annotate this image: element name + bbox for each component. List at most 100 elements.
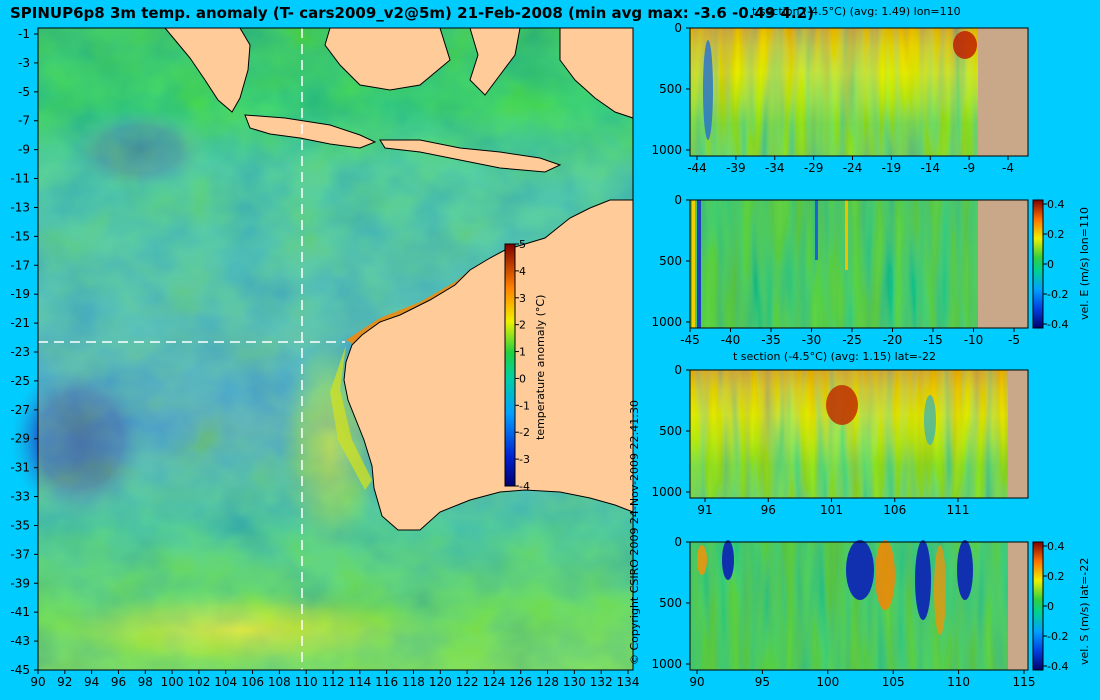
australia-landmass	[343, 199, 634, 531]
temp-cb-label: 4	[519, 265, 526, 278]
temp-cb-label: 5	[519, 238, 526, 251]
java-landmass	[244, 114, 377, 149]
map-y-tick-label: -45	[10, 663, 30, 677]
main-title: SPINUP6p8 3m temp. anomaly (T- cars2009_…	[10, 4, 814, 22]
t-section-lat-y-label: 1000	[651, 485, 682, 499]
t-section-lon-x-label: -14	[920, 161, 940, 175]
map-x-tick-label: 110	[295, 675, 318, 689]
panel-vel-e-lon: -45 -40 -35 -30 -25 -20 -15 -10 -5 0 500 1000 0.4 0.…	[651, 193, 1091, 347]
map-y-tick-label: -3	[18, 56, 30, 70]
map-y-tick-label: -37	[10, 547, 30, 561]
vel-s-lat-cb-label: -0.2	[1047, 630, 1068, 643]
temperature-anomaly-map: 90 92 94 96 98 100 102 104 106 108 110 112 114 116 118…	[10, 27, 639, 689]
map-x-tick-label: 90	[30, 675, 45, 689]
vel-e-lon-x-label: -10	[964, 333, 984, 347]
panel-title-t-section-lat: t section (-4.5°C) (avg: 1.15) lat=-22	[733, 350, 936, 363]
map-y-tick-label: -5	[18, 85, 30, 99]
coastal-warm-current	[330, 345, 372, 490]
t-section-lon-x-label: -19	[882, 161, 902, 175]
temp-cb-label: -1	[519, 399, 530, 412]
map-x-tick-label: 134	[617, 675, 640, 689]
t-section-lon-x-label: -34	[765, 161, 785, 175]
vel-e-lon-x-label: -15	[923, 333, 943, 347]
t-section-lon-y-label: 500	[659, 82, 682, 96]
t-section-lon-y-label: 0	[674, 21, 682, 35]
map-x-tick-label: 92	[57, 675, 72, 689]
map-x-tick-label: 124	[482, 675, 505, 689]
map-x-tick-label: 102	[187, 675, 210, 689]
map-y-tick-label: -39	[10, 576, 30, 590]
map-frame	[37, 27, 634, 671]
map-y-tick-label: -23	[10, 345, 30, 359]
map-y-tick-label: -1	[18, 27, 30, 41]
map-y-tick-label: -17	[10, 258, 30, 272]
vel-s-lat-x-label: 105	[882, 675, 905, 689]
map-x-tick-label: 126	[509, 675, 532, 689]
vel-s-colorbar-label: vel. S (m/s) lat=-22	[1078, 558, 1091, 665]
vel-e-lon-x-label: -45	[680, 333, 700, 347]
vel-e-lon-y-label: 500	[659, 254, 682, 268]
map-x-tick-label: 118	[402, 675, 425, 689]
map-x-tick-label: 120	[429, 675, 452, 689]
panel-t-section-lon: -44 -39 -34 -29 -24 -19 -14 -9 -4 0 500 1000	[651, 21, 1029, 175]
vel-s-lat-cb-label: 0.2	[1047, 570, 1065, 583]
t-section-lon-x-label: -39	[726, 161, 746, 175]
t-section-lon-x-label: -29	[804, 161, 824, 175]
t-section-lon-x-label: -9	[963, 161, 975, 175]
map-x-axis: 90 92 94 96 98 100 102 104 106 108 110 112 114 116 118…	[30, 670, 639, 689]
vel-e-lon-cb-label: 0.4	[1047, 198, 1065, 211]
vel-s-lat-cb-label: 0	[1047, 600, 1054, 613]
map-y-tick-label: -21	[10, 316, 30, 330]
vel-e-lon-cb-label: -0.2	[1047, 288, 1068, 301]
vel-e-lon-x-label: -5	[1008, 333, 1020, 347]
vel-s-lat-y-label: 1000	[651, 657, 682, 671]
t-section-lat-x-label: 91	[697, 503, 712, 517]
vel-e-lon-y-label: 0	[674, 193, 682, 207]
temperature-colorbar-ticks: 5 4 3 2 1 0 -1 -2 -3 -4	[515, 238, 530, 493]
map-x-tick-label: 108	[268, 675, 291, 689]
temperature-colorbar-label: temperature anomaly (°C)	[534, 295, 547, 440]
panel-title-t-section-lon: t section (-4.5°C) (avg: 1.49) lon=110	[752, 5, 961, 18]
temp-cb-label: 1	[519, 346, 526, 359]
temperature-colorbar	[504, 243, 516, 487]
map-y-tick-label: -25	[10, 374, 30, 388]
map-x-tick-label: 96	[111, 675, 126, 689]
temp-cb-label: -4	[519, 480, 530, 493]
map-x-tick-label: 114	[348, 675, 371, 689]
vel-e-lon-y-label: 1000	[651, 315, 682, 329]
vel-s-lat-x-label: 95	[755, 675, 770, 689]
t-section-lat-x-label: 106	[883, 503, 906, 517]
map-x-tick-label: 116	[375, 675, 398, 689]
t-section-lat-x-label: 101	[820, 503, 843, 517]
vel-e-lon-x-label: -25	[842, 333, 862, 347]
t-section-lon-x-label: -4	[1002, 161, 1014, 175]
map-x-tick-label: 98	[138, 675, 153, 689]
vel-e-lon-cb-label: -0.4	[1047, 318, 1068, 331]
t-section-lon-x-label: -24	[843, 161, 863, 175]
map-y-tick-label: -41	[10, 605, 30, 619]
map-y-tick-label: -35	[10, 518, 30, 532]
temp-cb-label: -2	[519, 426, 530, 439]
map-x-tick-label: 106	[241, 675, 264, 689]
t-section-lat-y-label: 0	[674, 363, 682, 377]
t-section-lon-x-label: -44	[687, 161, 707, 175]
map-x-tick-label: 94	[84, 675, 99, 689]
vel-e-colorbar-label: vel. E (m/s) lon=110	[1078, 207, 1091, 320]
vel-s-lat-cb-label: 0.4	[1047, 540, 1065, 553]
lesser-sunda-islands	[379, 139, 562, 173]
map-x-tick-label: 104	[214, 675, 237, 689]
map-y-tick-label: -43	[10, 634, 30, 648]
sulawesi-landmass	[469, 27, 521, 96]
vel-s-lat-x-label: 115	[1013, 675, 1036, 689]
vel-s-lat-x-label: 100	[816, 675, 839, 689]
map-x-tick-label: 132	[590, 675, 613, 689]
map-y-tick-label: -7	[18, 114, 30, 128]
map-x-tick-label: 100	[161, 675, 184, 689]
t-section-lat-x-label: 111	[947, 503, 970, 517]
panel-t-section-lat: 91 96 101 106 111 0 500 1000	[651, 363, 1029, 517]
map-x-tick-label: 112	[322, 675, 345, 689]
temp-cb-label: 2	[519, 319, 526, 332]
map-y-tick-label: -27	[10, 403, 30, 417]
t-section-lat-y-label: 500	[659, 424, 682, 438]
